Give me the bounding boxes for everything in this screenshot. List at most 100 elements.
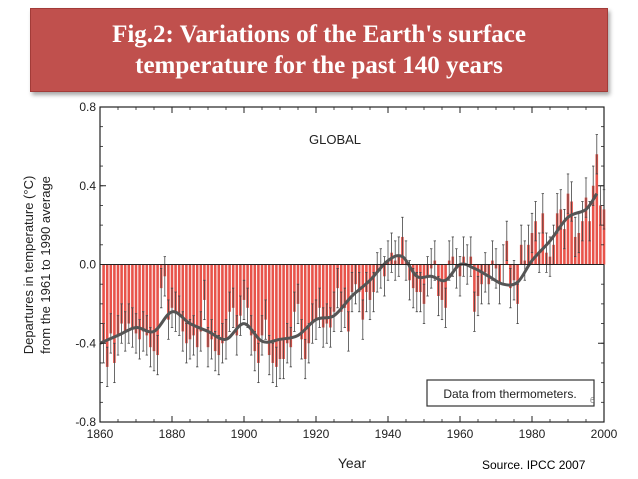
- anomaly-bar: [264, 264, 267, 320]
- x-tick-label: 1860: [87, 427, 114, 441]
- legend-label: Data from thermometers.: [443, 387, 576, 401]
- anomaly-bars: [102, 134, 606, 387]
- anomaly-bar: [246, 264, 249, 308]
- anomaly-bar: [177, 264, 181, 316]
- anomaly-bar: [199, 264, 203, 332]
- anomaly-bar: [221, 264, 224, 344]
- anomaly-bar: [109, 264, 113, 334]
- anomaly-bar: [303, 264, 307, 359]
- anomaly-bar: [285, 264, 289, 344]
- anomaly-bar: [321, 264, 325, 328]
- anomaly-bar: [141, 264, 145, 332]
- anomaly-bar: [260, 264, 264, 336]
- anomaly-bar: [293, 264, 296, 312]
- anomaly-bar: [534, 221, 537, 265]
- anomaly-bar: [120, 264, 123, 324]
- anomaly-bar: [275, 264, 278, 367]
- anomaly-bar: [473, 264, 476, 312]
- anomaly-bar: [584, 197, 588, 265]
- anomaly-bar: [113, 264, 116, 363]
- anomaly-bar: [555, 213, 559, 265]
- smoothed-curve: [99, 192, 599, 345]
- anomaly-bar: [188, 264, 192, 340]
- anomaly-bar: [307, 264, 311, 344]
- anomaly-bar: [116, 264, 120, 336]
- anomaly-bar: [102, 264, 105, 344]
- anomaly-bar: [174, 264, 177, 312]
- slide-title-line-2: temperature for the past 140 years: [135, 52, 503, 79]
- anomaly-bar: [278, 264, 282, 359]
- x-tick-label: 1940: [375, 427, 402, 441]
- x-tick-label: 1900: [231, 427, 258, 441]
- anomaly-bar: [167, 264, 170, 320]
- anomaly-bar: [282, 264, 285, 359]
- anomaly-bar: [559, 209, 563, 265]
- anomaly-bar: [253, 264, 257, 352]
- anomaly-bar: [181, 264, 185, 332]
- anomaly-bar: [231, 264, 235, 308]
- x-tick-label: 1880: [159, 427, 186, 441]
- anomaly-bar: [185, 264, 188, 344]
- anomaly-bar: [239, 264, 242, 316]
- anomaly-bar: [134, 264, 138, 334]
- anomaly-bar: [210, 264, 213, 340]
- anomaly-bar: [127, 264, 131, 324]
- anomaly-bar: [249, 264, 253, 336]
- anomaly-bar: [289, 264, 293, 348]
- anomaly-bar: [192, 264, 195, 336]
- smoothed-curve-line: [99, 192, 599, 345]
- anomaly-bar: [541, 213, 545, 265]
- anomaly-bar: [224, 264, 228, 340]
- anomaly-bar: [591, 185, 595, 265]
- anomaly-bar: [343, 264, 347, 308]
- anomaly-bar: [570, 201, 573, 265]
- y-tick-label: 0.0: [79, 258, 96, 272]
- x-axis-label: Year: [338, 455, 367, 471]
- anomaly-bar: [599, 205, 602, 265]
- anomaly-bar: [213, 264, 217, 352]
- anomaly-bar: [581, 221, 584, 265]
- anomaly-bar: [217, 264, 221, 356]
- slide-title-line-1: Fig.2: Variations of the Earth's surface: [112, 21, 526, 48]
- anomaly-bar: [267, 264, 271, 356]
- anomaly-bar: [149, 264, 152, 348]
- anomaly-bar: [444, 264, 447, 308]
- anomaly-bar: [138, 264, 141, 340]
- anomaly-bar: [595, 154, 599, 265]
- anomaly-bar: [257, 264, 260, 363]
- anomaly-bar: [332, 264, 336, 312]
- anomaly-bar: [156, 264, 159, 356]
- anomaly-bar: [602, 209, 606, 265]
- anomaly-bar: [206, 264, 210, 348]
- anomaly-bar: [195, 264, 199, 348]
- anomaly-bar: [329, 264, 332, 328]
- anomaly-bar: [588, 221, 591, 265]
- x-tick-label: 1960: [447, 427, 474, 441]
- y-tick-label: -0.4: [75, 336, 96, 350]
- y-tick-label: 0.4: [79, 179, 96, 193]
- slide-title-banner: Fig.2: Variations of the Earth's surface…: [30, 8, 608, 92]
- anomaly-bar: [170, 264, 174, 308]
- x-tick-label: 1980: [519, 427, 546, 441]
- x-tick-label: 1920: [303, 427, 330, 441]
- chart-title: GLOBAL: [309, 132, 361, 147]
- legend-box: Data from thermometers.: [426, 379, 595, 407]
- anomaly-bar: [339, 264, 343, 312]
- anomaly-bar: [311, 264, 314, 324]
- anomaly-bar: [314, 264, 318, 320]
- page-number: 6: [590, 396, 595, 405]
- x-tick-label: 2000: [591, 427, 618, 441]
- anomaly-bar: [105, 264, 109, 367]
- anomaly-bar: [235, 264, 239, 336]
- anomaly-bar: [228, 264, 231, 312]
- anomaly-bar: [152, 264, 156, 352]
- anomaly-bar: [566, 193, 570, 265]
- anomaly-bar: [131, 264, 134, 328]
- anomaly-bar: [325, 264, 329, 324]
- anomaly-bar: [318, 264, 321, 308]
- y-axis-label-line-2: from the 1961 to 1990 average: [38, 176, 53, 354]
- anomaly-bar: [123, 264, 127, 332]
- source-note: Source. IPCC 2007: [482, 458, 586, 472]
- y-tick-label: -0.8: [75, 415, 96, 429]
